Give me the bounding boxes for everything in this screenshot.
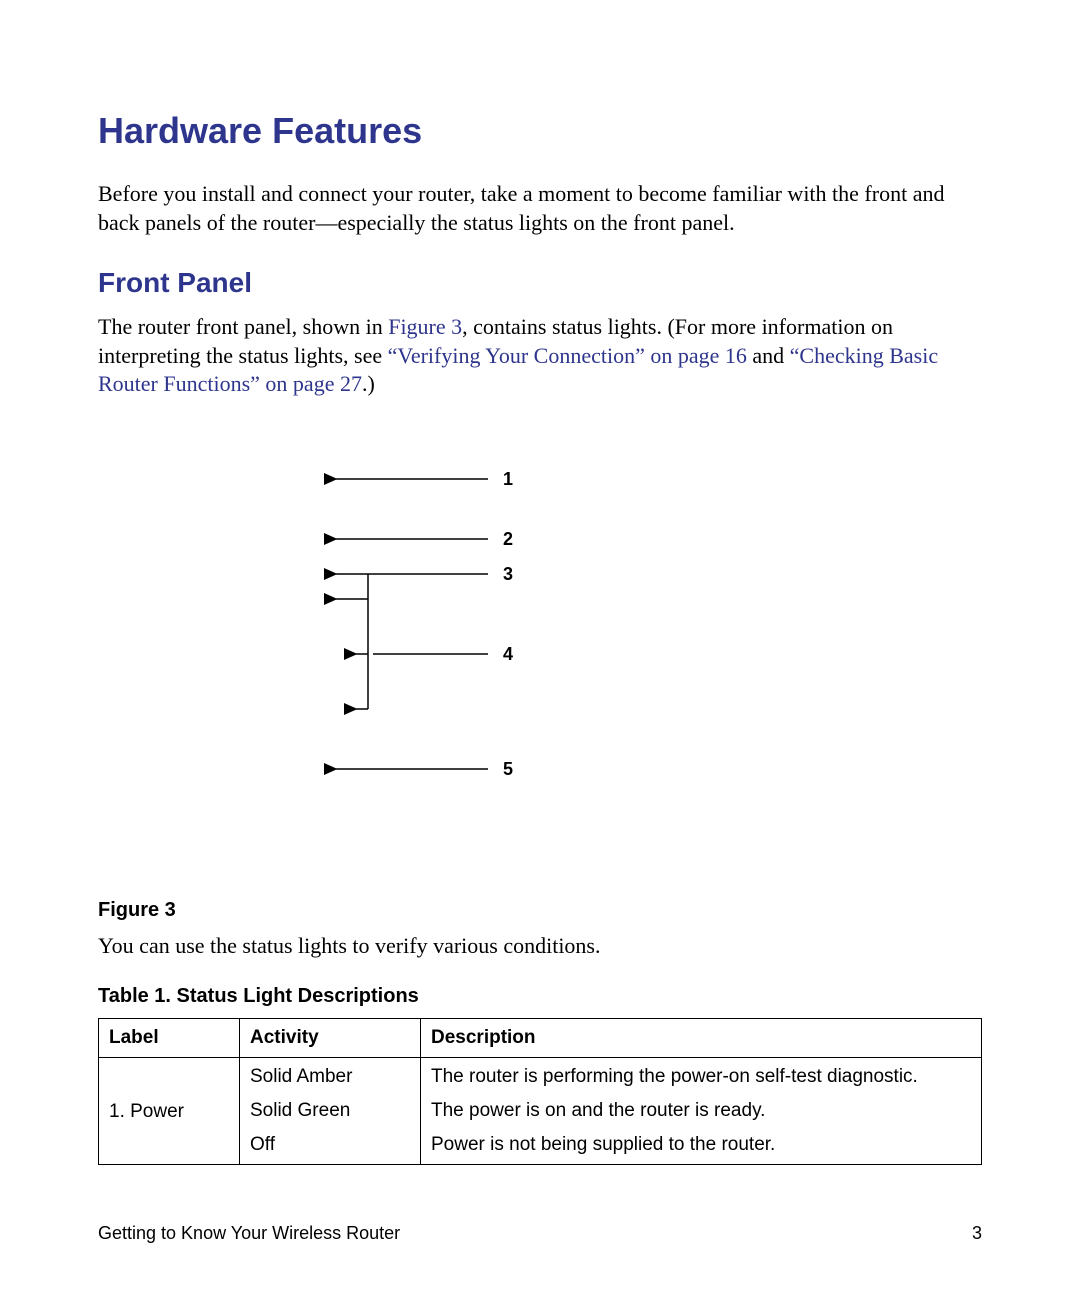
table-header-label: Label: [99, 1018, 240, 1057]
page-title: Hardware Features: [98, 110, 982, 152]
status-light-table: Label Activity Description 1. Power Soli…: [98, 1018, 982, 1165]
table-header-description: Description: [421, 1018, 982, 1057]
text-run: and: [747, 343, 790, 368]
post-figure-paragraph: You can use the status lights to verify …: [98, 932, 982, 961]
text-run: .): [362, 371, 375, 396]
intro-paragraph: Before you install and connect your rout…: [98, 180, 982, 237]
section-heading-front-panel: Front Panel: [98, 267, 982, 299]
table-cell-label: 1. Power: [99, 1057, 240, 1164]
callout-diagram-svg: 1 2 3 4 5: [218, 449, 538, 809]
callout-label: 4: [503, 644, 513, 664]
callout-label: 3: [503, 564, 513, 584]
table-cell-description: The power is on and the router is ready.: [421, 1094, 982, 1128]
text-run: The router front panel, shown in: [98, 314, 388, 339]
figure-3-link[interactable]: Figure 3: [388, 314, 462, 339]
table-cell-description: Power is not being supplied to the route…: [421, 1128, 982, 1165]
table-cell-activity: Off: [240, 1128, 421, 1165]
footer-left: Getting to Know Your Wireless Router: [98, 1223, 400, 1244]
figure-3-diagram: 1 2 3 4 5: [98, 449, 982, 879]
table-header-activity: Activity: [240, 1018, 421, 1057]
figure-caption: Figure 3: [98, 899, 982, 922]
table-cell-description: The router is performing the power-on se…: [421, 1057, 982, 1094]
page: Hardware Features Before you install and…: [0, 0, 1080, 1296]
table-header-row: Label Activity Description: [99, 1018, 982, 1057]
table-row: 1. Power Solid Amber The router is perfo…: [99, 1057, 982, 1094]
callout-label: 1: [503, 469, 513, 489]
table-cell-activity: Solid Amber: [240, 1057, 421, 1094]
callout-label: 5: [503, 759, 513, 779]
table-cell-activity: Solid Green: [240, 1094, 421, 1128]
page-footer: Getting to Know Your Wireless Router 3: [98, 1223, 982, 1244]
front-panel-paragraph: The router front panel, shown in Figure …: [98, 313, 982, 399]
callout-label: 2: [503, 529, 513, 549]
footer-page-number: 3: [972, 1223, 982, 1244]
table-caption: Table 1. Status Light Descriptions: [98, 985, 982, 1008]
verifying-connection-link[interactable]: “Verifying Your Connection” on page 16: [388, 343, 747, 368]
